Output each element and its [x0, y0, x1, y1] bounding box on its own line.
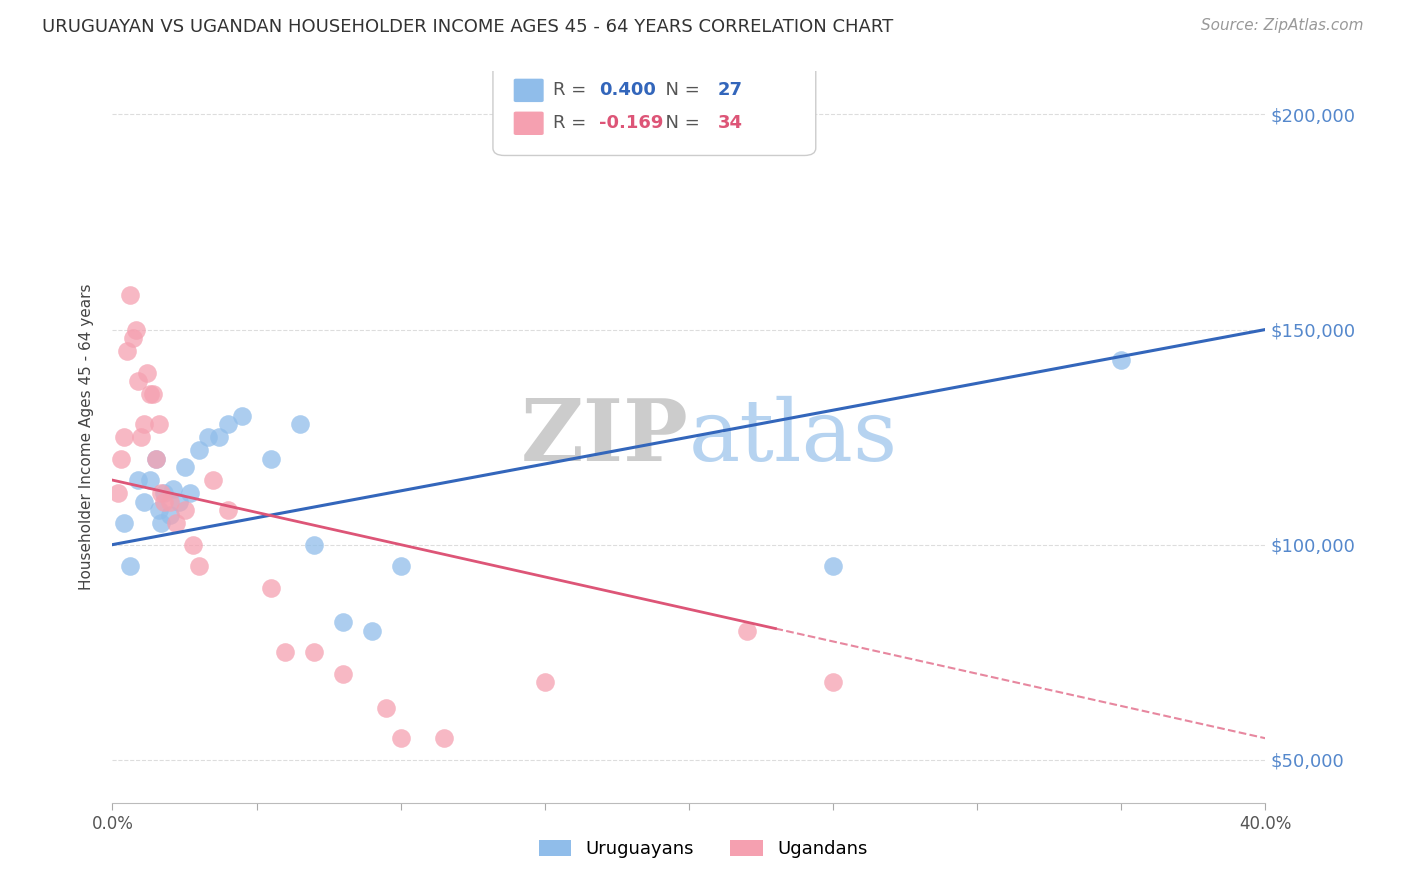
- Point: [121, 331, 143, 345]
- Text: atlas: atlas: [689, 395, 898, 479]
- Text: Source: ZipAtlas.com: Source: ZipAtlas.com: [1201, 18, 1364, 33]
- Point: [217, 503, 239, 517]
- FancyBboxPatch shape: [513, 112, 544, 135]
- Point: [433, 731, 456, 746]
- Text: 34: 34: [718, 114, 742, 132]
- Point: [159, 508, 181, 522]
- Point: [118, 559, 141, 574]
- FancyBboxPatch shape: [494, 64, 815, 155]
- Point: [165, 516, 187, 530]
- Point: [735, 624, 758, 638]
- Point: [124, 322, 146, 336]
- Point: [304, 538, 326, 552]
- Point: [134, 494, 156, 508]
- Text: -0.169: -0.169: [599, 114, 664, 132]
- Point: [1111, 352, 1133, 367]
- Y-axis label: Householder Income Ages 45 - 64 years: Householder Income Ages 45 - 64 years: [79, 284, 94, 591]
- Point: [139, 387, 162, 401]
- Point: [150, 486, 173, 500]
- Point: [274, 645, 297, 659]
- Point: [115, 344, 138, 359]
- Point: [148, 417, 170, 432]
- Point: [112, 430, 135, 444]
- Point: [332, 666, 354, 681]
- Point: [260, 581, 283, 595]
- Point: [821, 559, 844, 574]
- Point: [181, 538, 204, 552]
- Point: [162, 482, 184, 496]
- Point: [389, 559, 412, 574]
- Point: [159, 494, 181, 508]
- Text: R =: R =: [553, 81, 592, 99]
- Point: [304, 645, 326, 659]
- Point: [139, 473, 162, 487]
- Point: [202, 473, 225, 487]
- Point: [107, 486, 129, 500]
- Point: [118, 288, 141, 302]
- Point: [173, 460, 195, 475]
- Legend: Uruguayans, Ugandans: Uruguayans, Ugandans: [531, 832, 875, 865]
- Point: [179, 486, 201, 500]
- Point: [821, 675, 844, 690]
- Text: ZIP: ZIP: [522, 395, 689, 479]
- Text: N =: N =: [654, 81, 706, 99]
- Point: [197, 430, 219, 444]
- Text: URUGUAYAN VS UGANDAN HOUSEHOLDER INCOME AGES 45 - 64 YEARS CORRELATION CHART: URUGUAYAN VS UGANDAN HOUSEHOLDER INCOME …: [42, 18, 893, 36]
- Point: [127, 374, 149, 388]
- Text: R =: R =: [553, 114, 592, 132]
- Point: [110, 451, 132, 466]
- Point: [129, 430, 153, 444]
- Point: [217, 417, 239, 432]
- Point: [208, 430, 231, 444]
- Point: [145, 451, 167, 466]
- Point: [534, 675, 557, 690]
- Point: [153, 494, 176, 508]
- Point: [127, 473, 149, 487]
- Point: [188, 442, 211, 457]
- Text: N =: N =: [654, 114, 706, 132]
- Point: [145, 451, 167, 466]
- Point: [112, 516, 135, 530]
- Text: 27: 27: [718, 81, 742, 99]
- Point: [260, 451, 283, 466]
- FancyBboxPatch shape: [513, 78, 544, 102]
- Point: [153, 486, 176, 500]
- Text: 0.400: 0.400: [599, 81, 655, 99]
- Point: [136, 366, 159, 380]
- Point: [188, 559, 211, 574]
- Point: [134, 417, 156, 432]
- Point: [142, 387, 165, 401]
- Point: [167, 494, 190, 508]
- Point: [360, 624, 382, 638]
- Point: [389, 731, 412, 746]
- Point: [150, 516, 173, 530]
- Point: [332, 615, 354, 629]
- Point: [375, 701, 398, 715]
- Point: [148, 503, 170, 517]
- Point: [288, 417, 311, 432]
- Point: [173, 503, 195, 517]
- Point: [231, 409, 253, 423]
